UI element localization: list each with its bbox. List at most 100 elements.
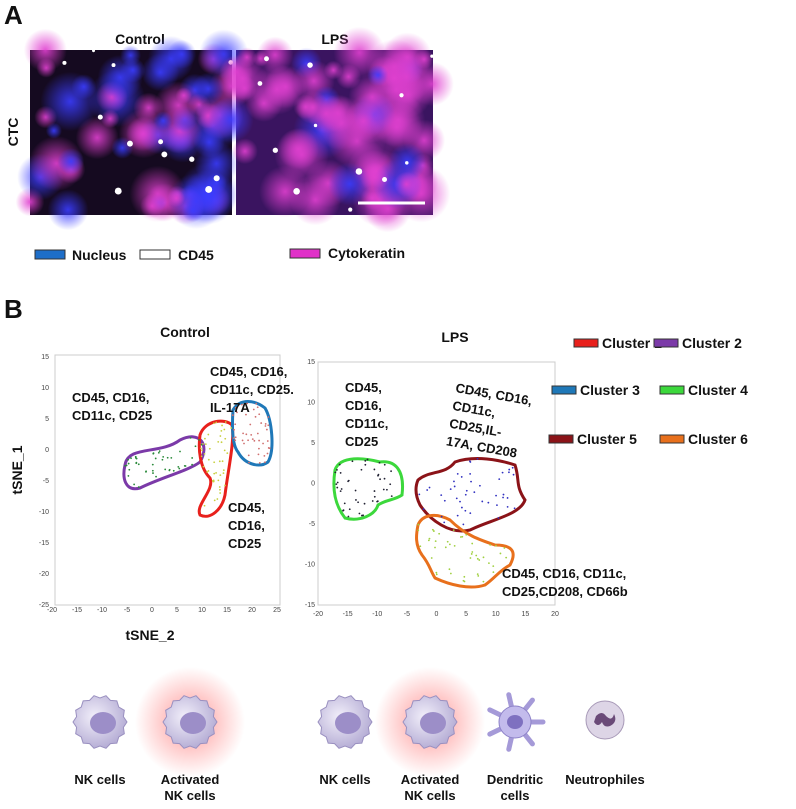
point [260, 422, 263, 424]
point [236, 411, 238, 414]
point [217, 479, 220, 482]
x-tick-label: 25 [273, 607, 281, 614]
texture [231, 138, 258, 165]
texture [430, 54, 434, 58]
point [127, 458, 130, 461]
point [207, 470, 210, 472]
legend-label: Nucleus [72, 247, 127, 263]
point [443, 499, 446, 502]
point [469, 512, 472, 515]
point [492, 571, 495, 574]
point [206, 471, 209, 473]
point [487, 501, 490, 504]
cell-label: NK cells [404, 788, 455, 803]
legend-swatch [289, 248, 321, 259]
column-title: Control [115, 31, 165, 47]
y-tick-label: 5 [311, 440, 315, 447]
point [158, 450, 161, 452]
point [266, 440, 269, 442]
point [363, 502, 366, 505]
point [357, 501, 360, 504]
point [471, 542, 474, 545]
point [469, 473, 472, 475]
x-tick-label: 15 [223, 607, 231, 614]
texture [181, 199, 205, 223]
cell-label: Activated [161, 772, 220, 787]
point [477, 575, 480, 577]
x-tick-label: -5 [404, 611, 410, 618]
point [498, 478, 501, 481]
texture [100, 109, 120, 129]
texture [348, 207, 353, 212]
legend-label: Cluster 6 [688, 431, 748, 447]
point [250, 433, 253, 436]
legend-swatch [653, 338, 679, 348]
point [448, 568, 451, 571]
point [422, 508, 425, 510]
plot-frame [54, 354, 281, 606]
point [152, 452, 155, 455]
point [431, 528, 434, 531]
texture [167, 39, 197, 69]
point [463, 575, 466, 578]
x-tick-label: 15 [521, 611, 529, 618]
point [157, 451, 160, 454]
point [347, 479, 350, 482]
point [470, 553, 473, 555]
point [161, 458, 164, 461]
point [242, 432, 244, 435]
point [455, 497, 458, 500]
point [172, 469, 175, 472]
x-tick-label: 10 [492, 611, 500, 618]
point [234, 439, 237, 442]
texture [111, 63, 116, 68]
point [427, 539, 430, 542]
point [170, 457, 173, 459]
texture [335, 64, 362, 90]
point [258, 447, 260, 450]
y-tick-label: -15 [305, 602, 315, 609]
texture [23, 28, 67, 72]
point [373, 490, 376, 492]
point [203, 452, 206, 455]
point [267, 447, 270, 449]
row-label: CTC [5, 118, 21, 147]
texture [272, 147, 278, 153]
point [257, 453, 260, 456]
y-tick-label: -5 [309, 521, 315, 528]
point [258, 413, 261, 416]
y-tick-label: -20 [39, 571, 49, 578]
point [249, 423, 252, 426]
plot-title: LPS [441, 329, 468, 345]
point [464, 493, 467, 496]
point [133, 483, 136, 486]
y-tick-label: 0 [311, 481, 315, 488]
point [207, 458, 210, 461]
y-tick-label: -15 [39, 540, 49, 547]
cell-nucleus [420, 712, 446, 734]
point [211, 480, 214, 482]
point [135, 461, 138, 464]
point [448, 543, 451, 546]
x-tick-label: 0 [435, 611, 439, 618]
point [446, 540, 449, 543]
point [364, 459, 367, 462]
annotation: 17A, CD208 [445, 433, 518, 460]
point [204, 443, 207, 446]
point [506, 497, 509, 499]
y-tick-label: -25 [39, 602, 49, 609]
point [492, 565, 495, 568]
point [482, 556, 485, 559]
legend-swatch [659, 434, 685, 444]
point [438, 532, 441, 535]
point [347, 515, 350, 518]
point [241, 439, 244, 442]
point [202, 465, 205, 468]
point [125, 464, 128, 467]
point [464, 509, 467, 512]
point [506, 505, 509, 508]
point [478, 559, 481, 561]
x-tick-label: -15 [343, 611, 353, 618]
point [253, 439, 256, 442]
point [496, 504, 498, 507]
